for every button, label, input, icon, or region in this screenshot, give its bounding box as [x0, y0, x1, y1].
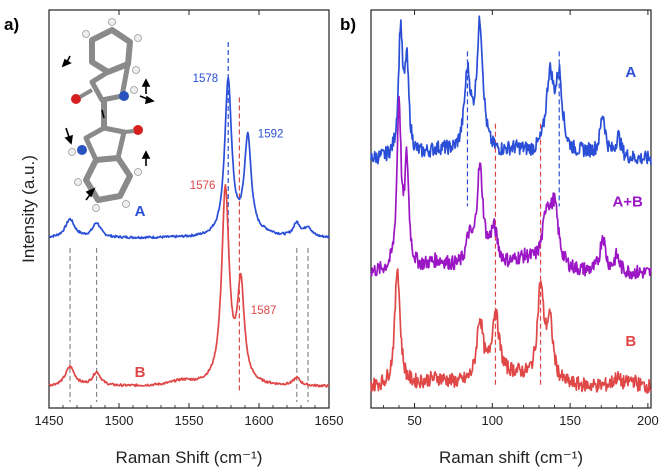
molecule-hydrogen: [122, 200, 130, 208]
series-line-aplusb: [370, 95, 652, 280]
molecule-hydrogen: [108, 18, 116, 26]
panel-a-ticks: 1450 1500 1550 1600 1650: [35, 10, 344, 428]
x-tick-label: 1500: [105, 413, 134, 428]
panel-b-frame: [370, 9, 652, 409]
x-axis-title-b: Raman shift (cm⁻¹): [439, 448, 583, 467]
molecule-co-bond-top: [78, 88, 94, 99]
molecule-hydrogen: [92, 204, 100, 212]
x-tick-label: 1450: [35, 413, 64, 428]
peak-label: 1592: [258, 128, 284, 140]
molecule-ring-bottom: [83, 155, 133, 203]
molecule-hydrogen: [130, 86, 138, 94]
panel-b-ticks: 50 100 150 200: [383, 10, 659, 428]
series-label: A+B: [612, 193, 643, 210]
peak-label: 1578: [193, 73, 219, 85]
series-label: B: [135, 364, 146, 381]
panel-a-guides: [69, 42, 309, 402]
panel-a-series-labels: AB: [135, 203, 146, 381]
panel-label-a: a): [4, 15, 19, 34]
molecule-hydrogen: [82, 30, 90, 38]
molecule-hydrogen: [132, 66, 140, 74]
panel-b: 50 100 150 200 A A+B B Raman shift (cm⁻¹) b): [340, 9, 659, 467]
peak-label: 1576: [190, 180, 216, 192]
x-tick-label: 150: [559, 413, 581, 428]
panel-b-series-labels: A A+B B: [612, 64, 643, 350]
molecule-nitrogen-top: [119, 91, 129, 101]
series-line-a: [48, 76, 330, 240]
panel-b-guides: [466, 51, 560, 388]
series-line-b: [48, 183, 330, 388]
molecule-hydrogen: [134, 34, 142, 42]
x-tick-label: 1600: [245, 413, 274, 428]
molecule-ring-top-five: [89, 61, 131, 103]
series-label: A: [625, 64, 636, 81]
molecule-hydrogen: [68, 148, 76, 156]
panel-a-lines: [48, 76, 330, 388]
molecule-hydrogen: [134, 168, 142, 176]
series-label: A: [135, 203, 146, 220]
panel-a-peak-labels: 1578 1592 1576 1587: [190, 73, 284, 317]
molecule-oxygen-top: [71, 94, 81, 104]
x-tick-label: 200: [637, 413, 659, 428]
peak-label: 1587: [251, 305, 277, 317]
series-line-a: [370, 15, 652, 165]
molecule-co-bond-bottom: [123, 129, 135, 134]
x-tick-label: 1650: [315, 413, 344, 428]
molecule-hydrogen: [74, 178, 82, 186]
molecule-oxygen-bottom: [133, 125, 143, 135]
panel-b-lines: [370, 15, 652, 394]
y-axis-title: Intensity (a.u.): [19, 155, 38, 263]
molecule-nitrogen-bottom: [77, 145, 87, 155]
series-line-b: [370, 268, 652, 394]
x-axis-title-a: Raman Shift (cm⁻¹): [116, 448, 263, 467]
x-tick-label: 50: [407, 413, 421, 428]
molecule-arrows: [61, 55, 155, 201]
molecule-structure-icon: [61, 18, 155, 212]
series-label: B: [625, 333, 636, 350]
x-tick-label: 100: [481, 413, 503, 428]
panel-a: 1450 1500 1550 1600 1650: [4, 9, 344, 467]
x-tick-label: 1550: [175, 413, 204, 428]
panel-a-frame: [48, 9, 330, 409]
panel-label-b: b): [340, 15, 356, 34]
